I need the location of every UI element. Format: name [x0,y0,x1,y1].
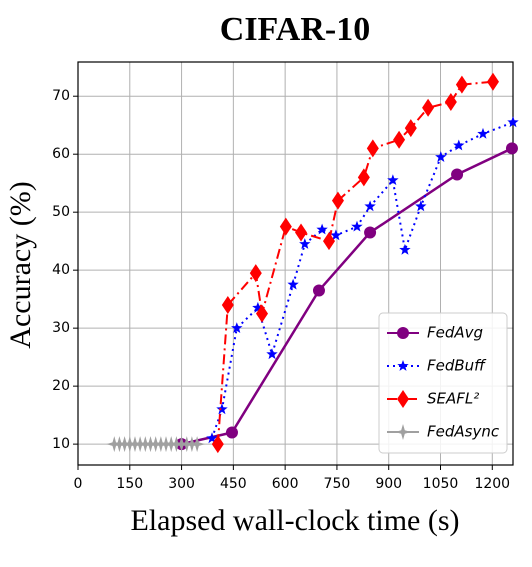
data-point [507,116,519,128]
y-tick-label: 50 [52,204,70,220]
data-point [399,243,411,255]
y-tick-label: 70 [52,88,70,104]
data-point [322,232,335,251]
x-tick-label: 750 [324,476,351,492]
data-point [486,72,499,91]
plot-frame [77,61,514,466]
y-tick-label: 40 [52,262,70,278]
data-point [330,229,342,241]
data-point [206,432,218,444]
data-point [231,322,243,333]
data-point [387,174,399,186]
data-point [393,130,406,149]
data-point [331,191,344,210]
data-point [299,238,311,249]
series-line [181,147,513,446]
y-tick-label: 60 [52,146,70,162]
x-tick-label: 900 [375,476,402,492]
y-tick-label: 10 [52,436,70,452]
legend-marker [397,390,409,408]
series-line [211,121,514,439]
x-axis-label: Elapsed wall-clock time (s) [130,504,459,537]
legend-marker [395,424,411,440]
data-point [225,426,238,439]
data-point [211,435,224,454]
data-point [453,139,465,151]
data-point [221,295,234,314]
data-point [505,142,518,155]
data-point [266,348,278,360]
legend-marker [397,327,409,339]
data-point [279,217,292,236]
x-tick-label: 300 [168,476,195,492]
data-point [435,151,447,162]
data-point [256,304,269,323]
data-point [316,223,328,235]
series-line [216,80,494,445]
data-point [287,278,299,290]
x-tick-label: 1050 [423,476,459,492]
y-tick-label: 20 [52,378,70,394]
x-tick-label: 450 [220,476,247,492]
y-axis-label: Accuracy (%) [4,181,37,348]
data-point [477,127,489,139]
y-tick-label: 30 [52,320,70,336]
data-point [357,168,370,187]
data-point [216,403,228,415]
chart-title: CIFAR-10 [220,11,370,48]
data-point [249,264,262,283]
data-point [364,226,377,239]
data-point [451,168,464,181]
data-point [189,436,206,453]
legend-label: FedBuff [427,357,487,375]
x-tick-label: 1200 [474,476,510,492]
data-point [364,200,376,212]
legend: FedAvg FedBuff SEAFL² FedAsync [378,312,508,454]
legend-label: SEAFL² [427,390,479,408]
x-tick-label: 0 [74,476,83,492]
data-point [295,223,308,242]
data-point [455,75,468,94]
legend-box [378,312,508,454]
x-tick-label: 600 [272,476,299,492]
data-point [444,93,457,112]
legend-marker [397,360,409,371]
x-tick-label: 150 [116,476,143,492]
legend-label: FedAsync [427,423,500,441]
data-point [312,284,325,297]
data-point [422,98,435,117]
data-point [415,200,427,212]
data-point [366,139,379,158]
data-point [351,220,363,232]
data-point [252,301,264,313]
legend-label: FedAvg [427,324,483,342]
data-point [404,119,417,138]
